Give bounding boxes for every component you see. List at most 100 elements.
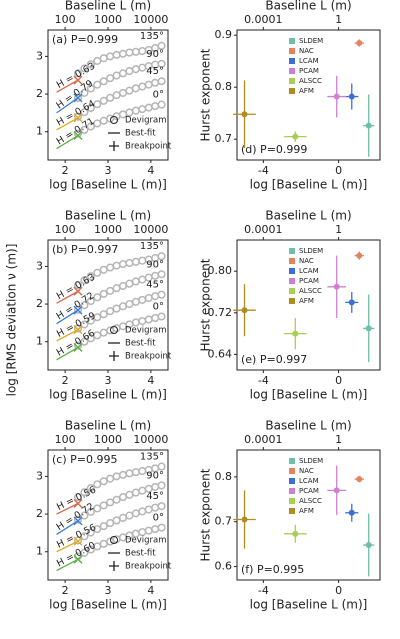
- x2-axis-label: Baseline L (m): [65, 0, 151, 13]
- deviogram-point: [112, 472, 121, 481]
- legend-swatch: [289, 58, 295, 64]
- deviogram-point: [86, 122, 95, 131]
- deviogram-point: [80, 301, 89, 310]
- plot-frame: [236, 239, 381, 371]
- deviogram-point: [118, 260, 128, 269]
- best-fit-line: [56, 520, 79, 535]
- legend-label: NAC: [299, 467, 314, 475]
- legend-swatch: [289, 278, 295, 284]
- x2-tick-label: 1: [335, 13, 342, 26]
- data-point: [348, 509, 355, 516]
- x-tick-label: 4: [147, 584, 154, 597]
- best-fit-line: [56, 309, 79, 325]
- breakpoint: [73, 342, 83, 352]
- deviogram-point: [73, 536, 83, 545]
- deviogram-point: [99, 310, 108, 319]
- data-point: [333, 487, 340, 494]
- deviogram-point: [138, 507, 147, 516]
- deviogram-point: [151, 271, 160, 280]
- legend-label: Devigram: [125, 326, 167, 336]
- direction-label: 135°: [140, 452, 164, 463]
- deviogram-point: [73, 112, 83, 121]
- y-axis-label: Hurst exponent: [199, 468, 213, 561]
- x2-tick-label: 0.0001: [244, 223, 283, 236]
- breakpoint: [73, 75, 83, 85]
- legend-label: AFM: [299, 507, 314, 515]
- best-fit-line: [56, 558, 79, 572]
- data-point: [333, 93, 340, 100]
- x-tick-label: 3: [105, 374, 112, 387]
- deviogram-point: [99, 477, 108, 486]
- deviogram-point: [86, 272, 95, 281]
- x-tick-label: 3: [105, 584, 112, 597]
- legend-symbol: [110, 326, 118, 334]
- x-axis-label: log [Baseline L (m)]: [49, 178, 167, 192]
- deviogram-point: [151, 78, 160, 87]
- deviogram-point: [151, 482, 160, 491]
- deviogram-point: [125, 67, 134, 76]
- legend-label: LCAM: [299, 267, 319, 275]
- y-tick-label: 0.8: [215, 470, 233, 483]
- panel-label: (f) P=0.995: [241, 563, 304, 576]
- data-point: [241, 111, 248, 118]
- legend-swatch: [289, 268, 295, 274]
- deviogram-point: [112, 516, 121, 525]
- deviogram-point: [138, 256, 147, 265]
- deviogram-point: [131, 84, 140, 93]
- deviogram-point: [125, 258, 134, 268]
- deviogram-point: [118, 88, 128, 97]
- deviogram-point: [80, 488, 89, 497]
- x2-axis-label: Baseline L (m): [65, 419, 151, 433]
- data-point: [365, 122, 372, 129]
- deviogram-point: [112, 284, 121, 293]
- x2-tick-label: 100: [55, 433, 76, 446]
- deviogram-point: [80, 64, 89, 73]
- data-point: [356, 476, 363, 483]
- legend-symbol: [110, 116, 118, 124]
- direction-label: 0°: [153, 90, 164, 101]
- best-fit-line: [56, 502, 79, 515]
- legend-swatch: [289, 488, 295, 494]
- deviogram-point: [144, 505, 153, 514]
- deviogram-point: [112, 50, 121, 59]
- deviogram-point: [138, 295, 147, 304]
- deviogram-point: [118, 49, 128, 58]
- deviogram-point: [80, 320, 89, 329]
- y-tick-label: 0.72: [208, 306, 233, 319]
- deviogram-point: [93, 100, 102, 109]
- deviogram-point: [86, 103, 95, 113]
- legend-swatch: [289, 468, 295, 474]
- panel-label: (a) P=0.999: [52, 33, 118, 46]
- legend-swatch: [289, 478, 295, 484]
- deviogram-point: [86, 316, 95, 325]
- direction-label: 135°: [140, 241, 164, 252]
- deviogram-point: [144, 526, 153, 535]
- deviogram-point: [99, 501, 108, 510]
- x2-axis-label: Baseline L (m): [265, 209, 351, 223]
- breakpoint: [73, 93, 83, 103]
- deviogram-point: [131, 47, 140, 56]
- x2-tick-label: 1000: [94, 223, 122, 236]
- deviogram-point: [125, 490, 134, 499]
- x2-tick-label: 0.0001: [244, 433, 283, 446]
- deviogram-point: [131, 257, 140, 266]
- deviogram-point: [86, 545, 95, 554]
- deviogram-point: [112, 261, 121, 270]
- x-axis-label: log [Baseline L (m)]: [250, 388, 368, 402]
- deviogram-point: [93, 313, 102, 322]
- deviogram-point: [86, 60, 95, 69]
- legend-swatch: [289, 258, 295, 264]
- deviogram-point: [118, 493, 128, 502]
- legend-swatch: [289, 78, 295, 84]
- deviogram-point: [138, 275, 147, 284]
- deviogram-point: [86, 334, 95, 343]
- best-fit-line: [56, 134, 79, 150]
- deviogram-point: [73, 324, 83, 333]
- legend-label: ALSCC: [299, 77, 322, 85]
- deviogram-point: [73, 341, 83, 350]
- y-tick-label: 0.9: [215, 28, 233, 41]
- legend-label: ALSCC: [299, 287, 322, 295]
- direction-label: 45°: [146, 280, 164, 291]
- x-tick-label: -4: [258, 164, 269, 177]
